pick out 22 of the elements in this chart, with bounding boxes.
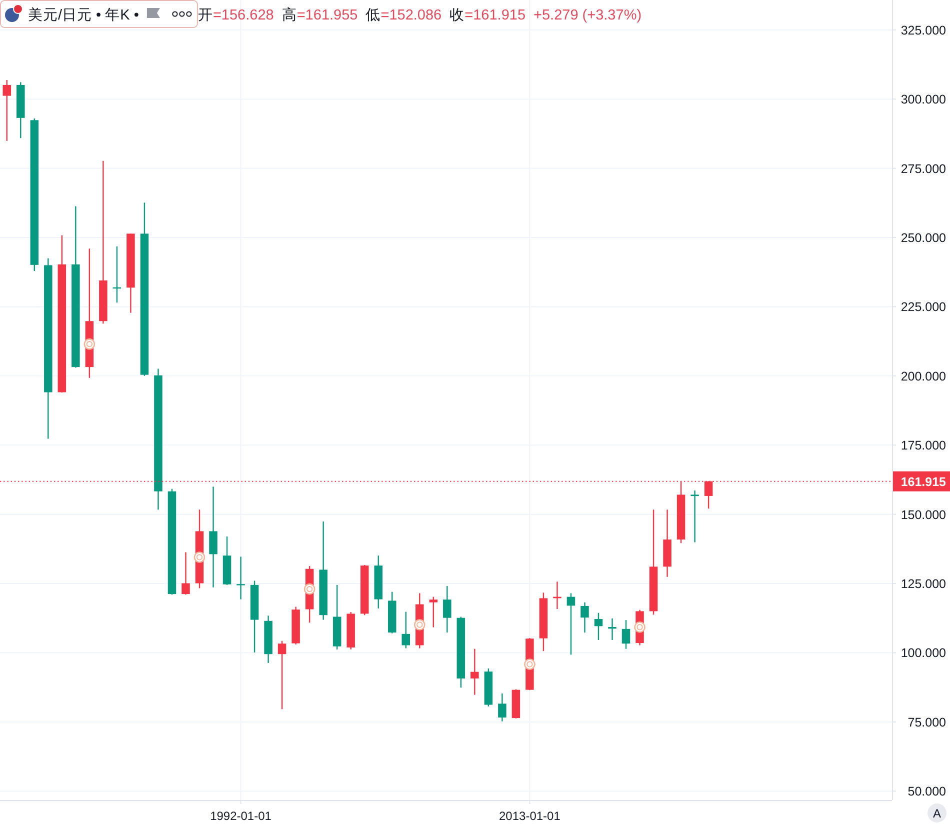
ytick-label: 50.000 [908, 784, 946, 799]
ytick-label: 150.000 [900, 508, 946, 522]
annotation: 高=161.955 [282, 8, 358, 24]
annotation: A [933, 806, 941, 820]
ytick-label: 325.000 [900, 23, 946, 38]
ytick-label: 200.000 [900, 369, 946, 384]
ytick-label: 250.000 [900, 231, 946, 245]
annotation: 开=156.628 [198, 8, 274, 24]
ytick-label: 175.000 [900, 438, 946, 453]
ytick-label: 75.000 [908, 715, 946, 730]
ytick-label: 275.000 [900, 162, 946, 176]
annotation: 低=152.086 [366, 8, 442, 24]
title: 美元/日元 • 年K • [28, 8, 139, 24]
annotation: 收=161.915 [450, 8, 526, 24]
xtick-label: 1992-01-01 [210, 809, 272, 823]
xtick-label: 2013-01-01 [499, 809, 560, 823]
ytick-label: 225.000 [900, 300, 946, 314]
ref-label: 161.915 [900, 474, 946, 489]
ytick-label: 100.000 [900, 646, 946, 660]
ytick-label: 300.000 [900, 92, 946, 107]
annotation: +5.279 (+3.37%) [534, 8, 642, 24]
ytick-label: 125.000 [900, 577, 946, 592]
